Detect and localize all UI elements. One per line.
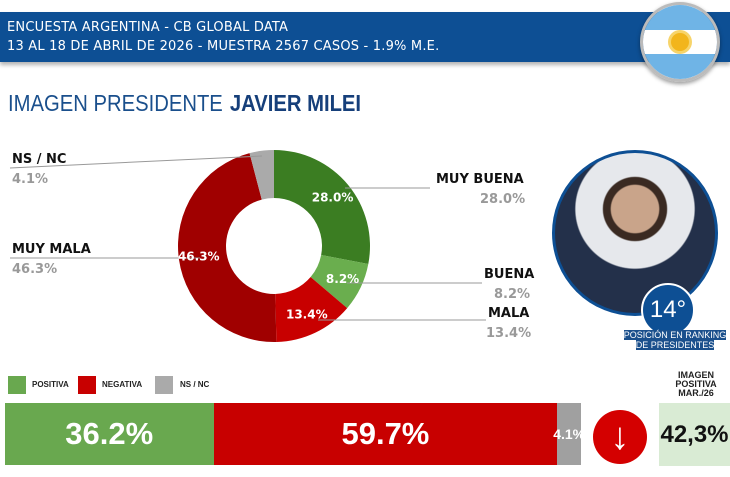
previous-value: 42,3% <box>659 403 730 466</box>
value-buena: 8.2% <box>494 287 531 302</box>
ranking-label: POSICIÓN EN RANKING DE PRESIDENTES <box>620 330 730 350</box>
legend-swatch-negativa <box>78 376 96 394</box>
down-arrow-icon: ↓ <box>593 410 647 464</box>
header-line1: ENCUESTA ARGENTINA - CB GLOBAL DATA <box>7 20 289 35</box>
ranking-label-text: POSICIÓN EN RANKING DE PRESIDENTES <box>623 330 727 350</box>
previous-header: IMAGEN POSITIVA MAR./26 <box>675 370 717 398</box>
label-muy-buena: MUY BUENA <box>436 172 524 187</box>
slice-label-3: 46.3% <box>178 250 220 264</box>
legend-swatch-positiva <box>8 376 26 394</box>
summary-bar-0: 36.2% <box>5 403 214 465</box>
leader-line-4 <box>9 155 263 169</box>
page-title: IMAGEN PRESIDENTE JAVIER MILEI <box>8 90 361 117</box>
slice-label-1: 8.2% <box>326 272 359 286</box>
label-buena: BUENA <box>484 267 535 282</box>
summary-bar-2: 4.1% <box>553 403 585 465</box>
slice-3 <box>177 153 277 343</box>
value-muy-buena: 28.0% <box>480 192 526 207</box>
legend-negativa: NEGATIVA <box>102 380 143 389</box>
header-banner: ENCUESTA ARGENTINA - CB GLOBAL DATA 13 A… <box>0 12 730 62</box>
slice-4 <box>249 150 274 200</box>
legend-positiva: POSITIVA <box>32 380 69 389</box>
slice-label-0: 28.0% <box>312 191 354 205</box>
slice-0 <box>274 150 371 264</box>
label-nsnc: NS / NC <box>12 152 67 167</box>
summary-bar-1: 59.7% <box>213 403 558 465</box>
ranking-badge: 14° <box>641 283 695 337</box>
value-nsnc: 4.1% <box>12 172 49 187</box>
label-mala: MALA <box>488 306 530 321</box>
title-prefix: IMAGEN PRESIDENTE <box>8 90 223 116</box>
slice-2 <box>275 277 348 342</box>
legend-swatch-nsnc <box>155 376 173 394</box>
legend-nsnc: NS / NC <box>180 380 210 389</box>
label-muy-mala: MUY MALA <box>12 242 91 257</box>
value-mala: 13.4% <box>486 326 532 341</box>
title-name: JAVIER MILEI <box>229 90 362 116</box>
president-photo <box>552 150 718 316</box>
value-muy-mala: 46.3% <box>12 262 58 277</box>
slice-1 <box>310 254 369 309</box>
header-line2: 13 AL 18 DE ABRIL DE 2026 - MUESTRA 2567… <box>7 39 440 54</box>
slice-label-2: 13.4% <box>286 308 328 322</box>
